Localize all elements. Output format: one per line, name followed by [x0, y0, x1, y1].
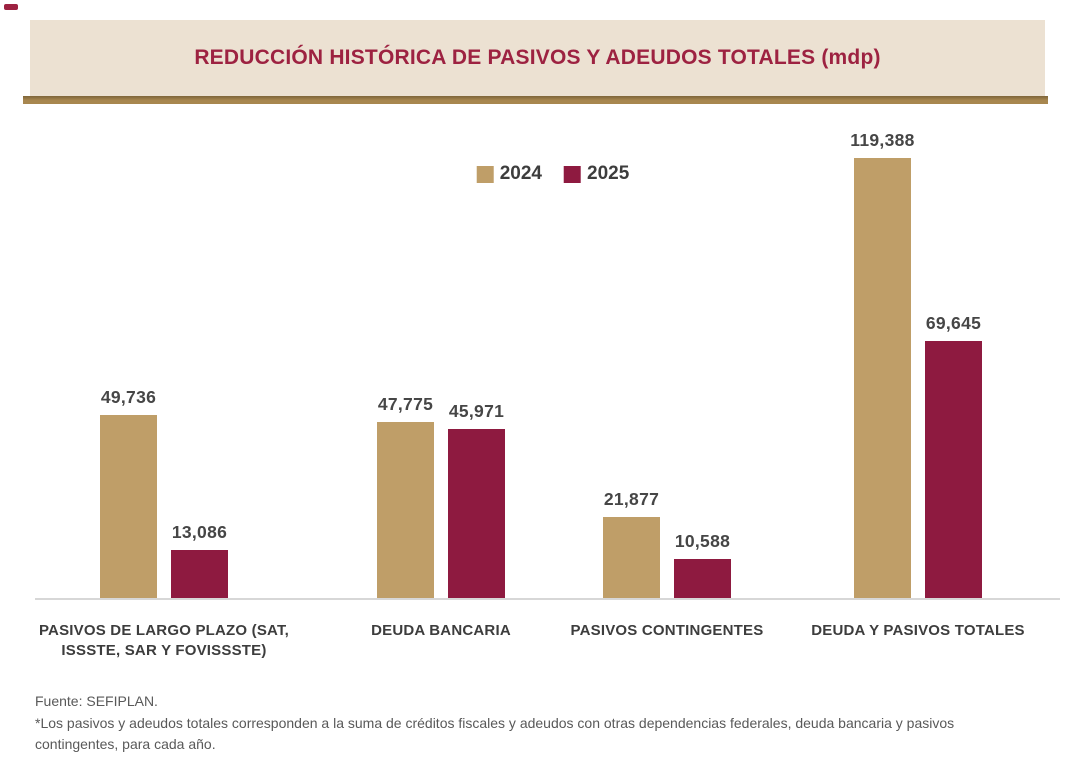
value-label-2024-2: 47,775 — [377, 394, 434, 414]
bar-2025-4 — [925, 341, 982, 598]
value-label-2025-4: 69,645 — [925, 313, 982, 333]
value-label-2024-4: 119,388 — [850, 130, 915, 150]
category-label-1: PASIVOS DE LARGO PLAZO (SAT, ISSSTE, SAR … — [9, 621, 319, 661]
value-label-2025-1: 13,086 — [171, 522, 228, 542]
chart-title: REDUCCIÓN HISTÓRICA DE PASIVOS Y ADEUDOS… — [194, 46, 881, 69]
bar-2024-1 — [100, 415, 157, 598]
category-label-line: ISSSTE, SAR Y FOVISSSTE) — [61, 642, 267, 659]
category-label-3: PASIVOS CONTINGENTES — [512, 621, 822, 641]
bar-2025-2 — [448, 429, 505, 598]
corner-mark — [4, 4, 18, 10]
bar-2024-4 — [854, 158, 911, 598]
x-axis-line — [35, 598, 1060, 600]
legend-swatch-2024 — [476, 165, 494, 183]
bar-2024-2 — [377, 422, 434, 598]
legend-item-2025: 2025 — [564, 163, 629, 185]
category-label-2: DEUDA BANCARIA — [286, 621, 596, 641]
category-label-line: PASIVOS DE LARGO PLAZO (SAT, — [38, 622, 290, 639]
header-underline — [23, 96, 1048, 104]
category-label-4: DEUDA Y PASIVOS TOTALES — [763, 621, 1073, 641]
legend-label-2025: 2025 — [587, 163, 630, 184]
legend-label-2024: 2024 — [499, 163, 542, 184]
value-label-2025-2: 45,971 — [448, 401, 505, 421]
bar-2024-3 — [603, 517, 660, 598]
value-label-2025-3: 10,588 — [674, 531, 731, 551]
value-label-2024-1: 49,736 — [100, 387, 157, 407]
category-label-line: PASIVOS CONTINGENTES — [570, 622, 764, 639]
category-label-line: DEUDA BANCARIA — [371, 622, 511, 639]
footer: Fuente: SEFIPLAN. *Los pasivos y adeudos… — [35, 691, 1015, 755]
chart-header: REDUCCIÓN HISTÓRICA DE PASIVOS Y ADEUDOS… — [30, 20, 1045, 96]
bar-2025-3 — [674, 559, 731, 598]
legend-swatch-2025 — [564, 165, 581, 183]
footnote-text: *Los pasivos y adeudos totales correspon… — [35, 715, 955, 752]
value-label-2024-3: 21,877 — [603, 489, 660, 509]
legend-item-2024: 2024 — [476, 163, 542, 185]
bar-2025-1 — [171, 550, 228, 598]
legend: 2024 2025 — [476, 163, 629, 185]
category-label-line: DEUDA Y PASIVOS TOTALES — [811, 622, 1025, 639]
source-text: Fuente: SEFIPLAN. — [35, 693, 158, 709]
